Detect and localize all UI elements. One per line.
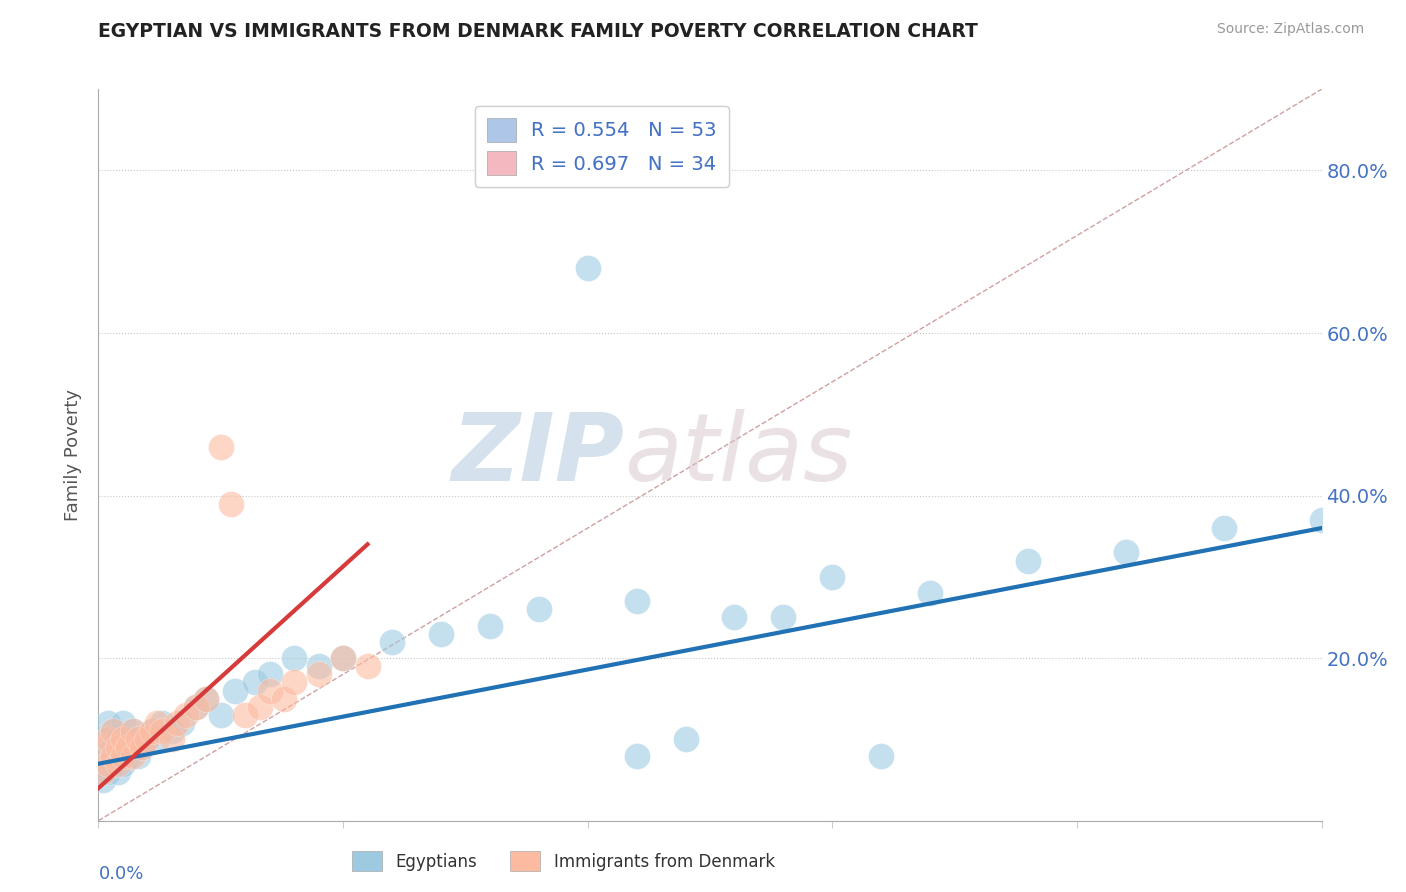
Point: [136, 732, 159, 747]
Point: [111, 716, 134, 731]
Text: Source: ZipAtlas.com: Source: ZipAtlas.com: [1216, 22, 1364, 37]
Point: [127, 732, 149, 747]
Point: [117, 748, 139, 763]
Point: [127, 732, 149, 747]
Point: [107, 748, 129, 763]
Point: [821, 570, 844, 584]
Point: [772, 610, 794, 624]
Point: [150, 716, 173, 731]
Point: [101, 724, 124, 739]
Point: [186, 699, 208, 714]
Point: [273, 691, 295, 706]
Point: [332, 651, 354, 665]
Point: [209, 440, 232, 454]
Text: EGYPTIAN VS IMMIGRANTS FROM DENMARK FAMILY POVERTY CORRELATION CHART: EGYPTIAN VS IMMIGRANTS FROM DENMARK FAMI…: [98, 22, 979, 41]
Text: ZIP: ZIP: [451, 409, 624, 501]
Point: [91, 748, 114, 763]
Point: [101, 748, 124, 763]
Point: [195, 691, 218, 706]
Point: [259, 683, 281, 698]
Point: [121, 724, 143, 739]
Point: [97, 732, 120, 747]
Point: [111, 756, 134, 771]
Point: [136, 732, 159, 747]
Point: [478, 618, 501, 632]
Point: [176, 708, 198, 723]
Point: [150, 724, 173, 739]
Point: [107, 764, 129, 779]
Point: [224, 683, 246, 698]
Point: [356, 659, 378, 673]
Point: [1115, 545, 1137, 559]
Point: [219, 497, 242, 511]
Point: [97, 716, 120, 731]
Point: [131, 740, 153, 755]
Point: [91, 772, 114, 787]
Point: [870, 748, 893, 763]
Point: [332, 651, 354, 665]
Point: [121, 748, 143, 763]
Legend: R = 0.554   N = 53, R = 0.697   N = 34: R = 0.554 N = 53, R = 0.697 N = 34: [475, 106, 728, 186]
Point: [127, 748, 149, 763]
Point: [107, 732, 129, 747]
Point: [233, 708, 256, 723]
Point: [101, 740, 124, 755]
Point: [91, 764, 114, 779]
Point: [381, 635, 404, 649]
Point: [160, 724, 183, 739]
Point: [576, 260, 599, 275]
Point: [107, 740, 129, 755]
Point: [141, 724, 163, 739]
Point: [723, 610, 745, 624]
Point: [101, 756, 124, 771]
Point: [308, 667, 330, 681]
Point: [141, 724, 163, 739]
Point: [1212, 521, 1234, 535]
Point: [626, 748, 648, 763]
Point: [146, 732, 169, 747]
Point: [527, 602, 550, 616]
Point: [97, 756, 120, 771]
Point: [209, 708, 232, 723]
Point: [626, 594, 648, 608]
Point: [146, 716, 169, 731]
Point: [91, 740, 114, 755]
Point: [430, 626, 453, 640]
Point: [117, 740, 139, 755]
Point: [97, 732, 120, 747]
Point: [195, 691, 218, 706]
Point: [170, 716, 193, 731]
Point: [283, 651, 305, 665]
Point: [131, 740, 153, 755]
Point: [160, 732, 183, 747]
Point: [308, 659, 330, 673]
Point: [249, 699, 271, 714]
Point: [186, 699, 208, 714]
Point: [1017, 553, 1039, 567]
Point: [243, 675, 266, 690]
Point: [166, 716, 188, 731]
Text: atlas: atlas: [624, 409, 852, 500]
Point: [121, 724, 143, 739]
Point: [111, 732, 134, 747]
Point: [117, 732, 139, 747]
Point: [283, 675, 305, 690]
Point: [259, 667, 281, 681]
Point: [675, 732, 697, 747]
Text: 0.0%: 0.0%: [98, 864, 143, 882]
Point: [1310, 513, 1333, 527]
Point: [111, 740, 134, 755]
Point: [121, 740, 143, 755]
Point: [920, 586, 942, 600]
Y-axis label: Family Poverty: Family Poverty: [65, 389, 83, 521]
Point: [97, 764, 120, 779]
Point: [107, 756, 129, 771]
Point: [101, 724, 124, 739]
Point: [111, 748, 134, 763]
